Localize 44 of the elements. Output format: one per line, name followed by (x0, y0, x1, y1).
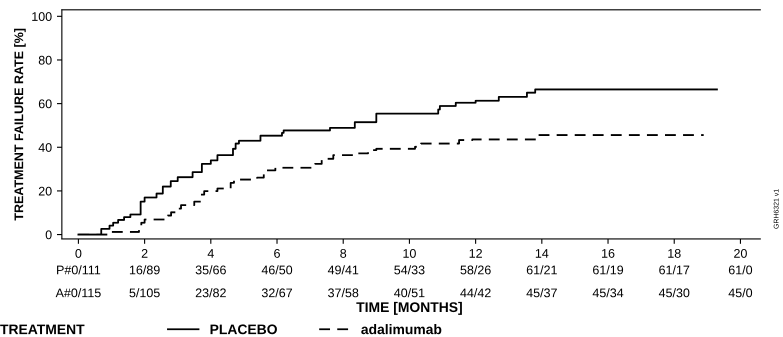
y-axis-title: TREATMENT FAILURE RATE [%] (14, 28, 26, 221)
text: 61/19 (593, 265, 624, 274)
text: 54/33 (394, 265, 425, 274)
text: 61/0 (728, 265, 752, 274)
y-tick-label: 0 (46, 230, 52, 240)
text: 16/89 (130, 265, 160, 274)
text: 40/51 (394, 288, 424, 298)
text: 32/67 (262, 288, 292, 298)
x-axis-title: TIME [MONTHS] (356, 302, 462, 315)
text: P#0/111 (57, 265, 100, 274)
x-tick-label: 10 (403, 248, 416, 258)
text: 23/82 (196, 288, 226, 298)
y-tick-label: 80 (38, 56, 52, 65)
y-tick-label: 20 (38, 186, 52, 196)
text: A#0/115 (56, 288, 101, 298)
text: 45/0 (728, 288, 752, 298)
x-tick-label: 0 (75, 248, 82, 258)
legend-label: PLACEBO (210, 324, 277, 334)
text: 61/21 (526, 265, 557, 274)
x-tick-label: 8 (340, 248, 346, 258)
text: 45/37 (526, 288, 557, 298)
text: 35/66 (196, 265, 226, 274)
x-tick-label: 2 (142, 248, 148, 258)
text: 45/34 (592, 288, 624, 298)
text: 37/58 (328, 288, 358, 298)
text: 5/105 (129, 288, 160, 298)
text: 58/26 (460, 265, 491, 274)
x-tick-label: 6 (274, 248, 280, 258)
y-tick-label: 40 (38, 143, 52, 152)
y-tick-label: 100 (32, 12, 52, 21)
x-tick-label: 14 (536, 249, 548, 258)
text: 49/41 (328, 265, 358, 274)
text: 46/50 (262, 265, 292, 274)
text: 44/42 (460, 288, 491, 298)
legend-label: adalimumab (361, 324, 442, 334)
text: 45/30 (658, 288, 690, 298)
text: 61/17 (659, 265, 690, 274)
x-tick-label: 12 (470, 248, 482, 258)
x-tick-label: 16 (602, 248, 614, 258)
legend-title: TREATMENT (0, 324, 84, 334)
x-tick-label: 4 (208, 249, 214, 258)
y-tick-label: 60 (38, 99, 52, 108)
x-tick-label: 20 (734, 248, 747, 258)
x-tick-label: 18 (668, 248, 681, 258)
